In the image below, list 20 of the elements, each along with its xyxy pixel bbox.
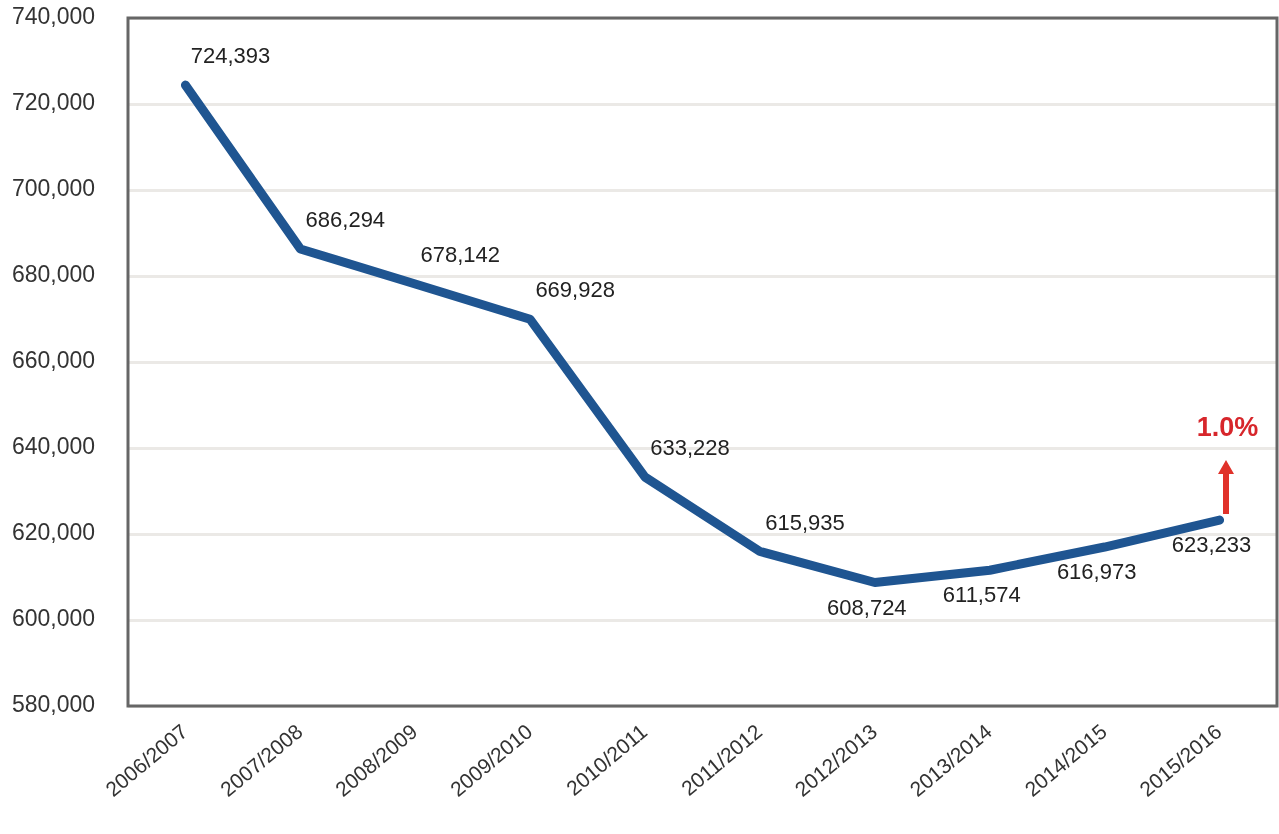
data-label: 686,294	[305, 207, 386, 232]
data-label: 623,233	[1171, 532, 1252, 558]
y-tick-label: 600,000	[12, 605, 96, 632]
data-label: 616,973	[1056, 559, 1137, 585]
data-label: 615,935	[765, 509, 845, 535]
y-tick-label: 620,000	[12, 519, 96, 546]
data-label: 608,724	[827, 594, 907, 620]
data-label: 633,228	[650, 435, 730, 461]
y-tick-label: 740,000	[12, 3, 96, 30]
y-tick-label: 720,000	[12, 89, 96, 116]
y-tick-label: 580,000	[12, 691, 96, 718]
annotation: 1.0%	[1196, 412, 1259, 443]
y-tick-label: 660,000	[12, 347, 96, 374]
data-label: 611,574	[942, 582, 1021, 608]
data-label: 669,928	[535, 277, 615, 303]
data-label: 678,142	[420, 242, 501, 268]
y-tick-label: 640,000	[12, 433, 96, 460]
y-tick-label: 680,000	[12, 261, 96, 288]
data-label: 724,393	[190, 43, 271, 69]
y-tick-label: 700,000	[12, 175, 96, 202]
